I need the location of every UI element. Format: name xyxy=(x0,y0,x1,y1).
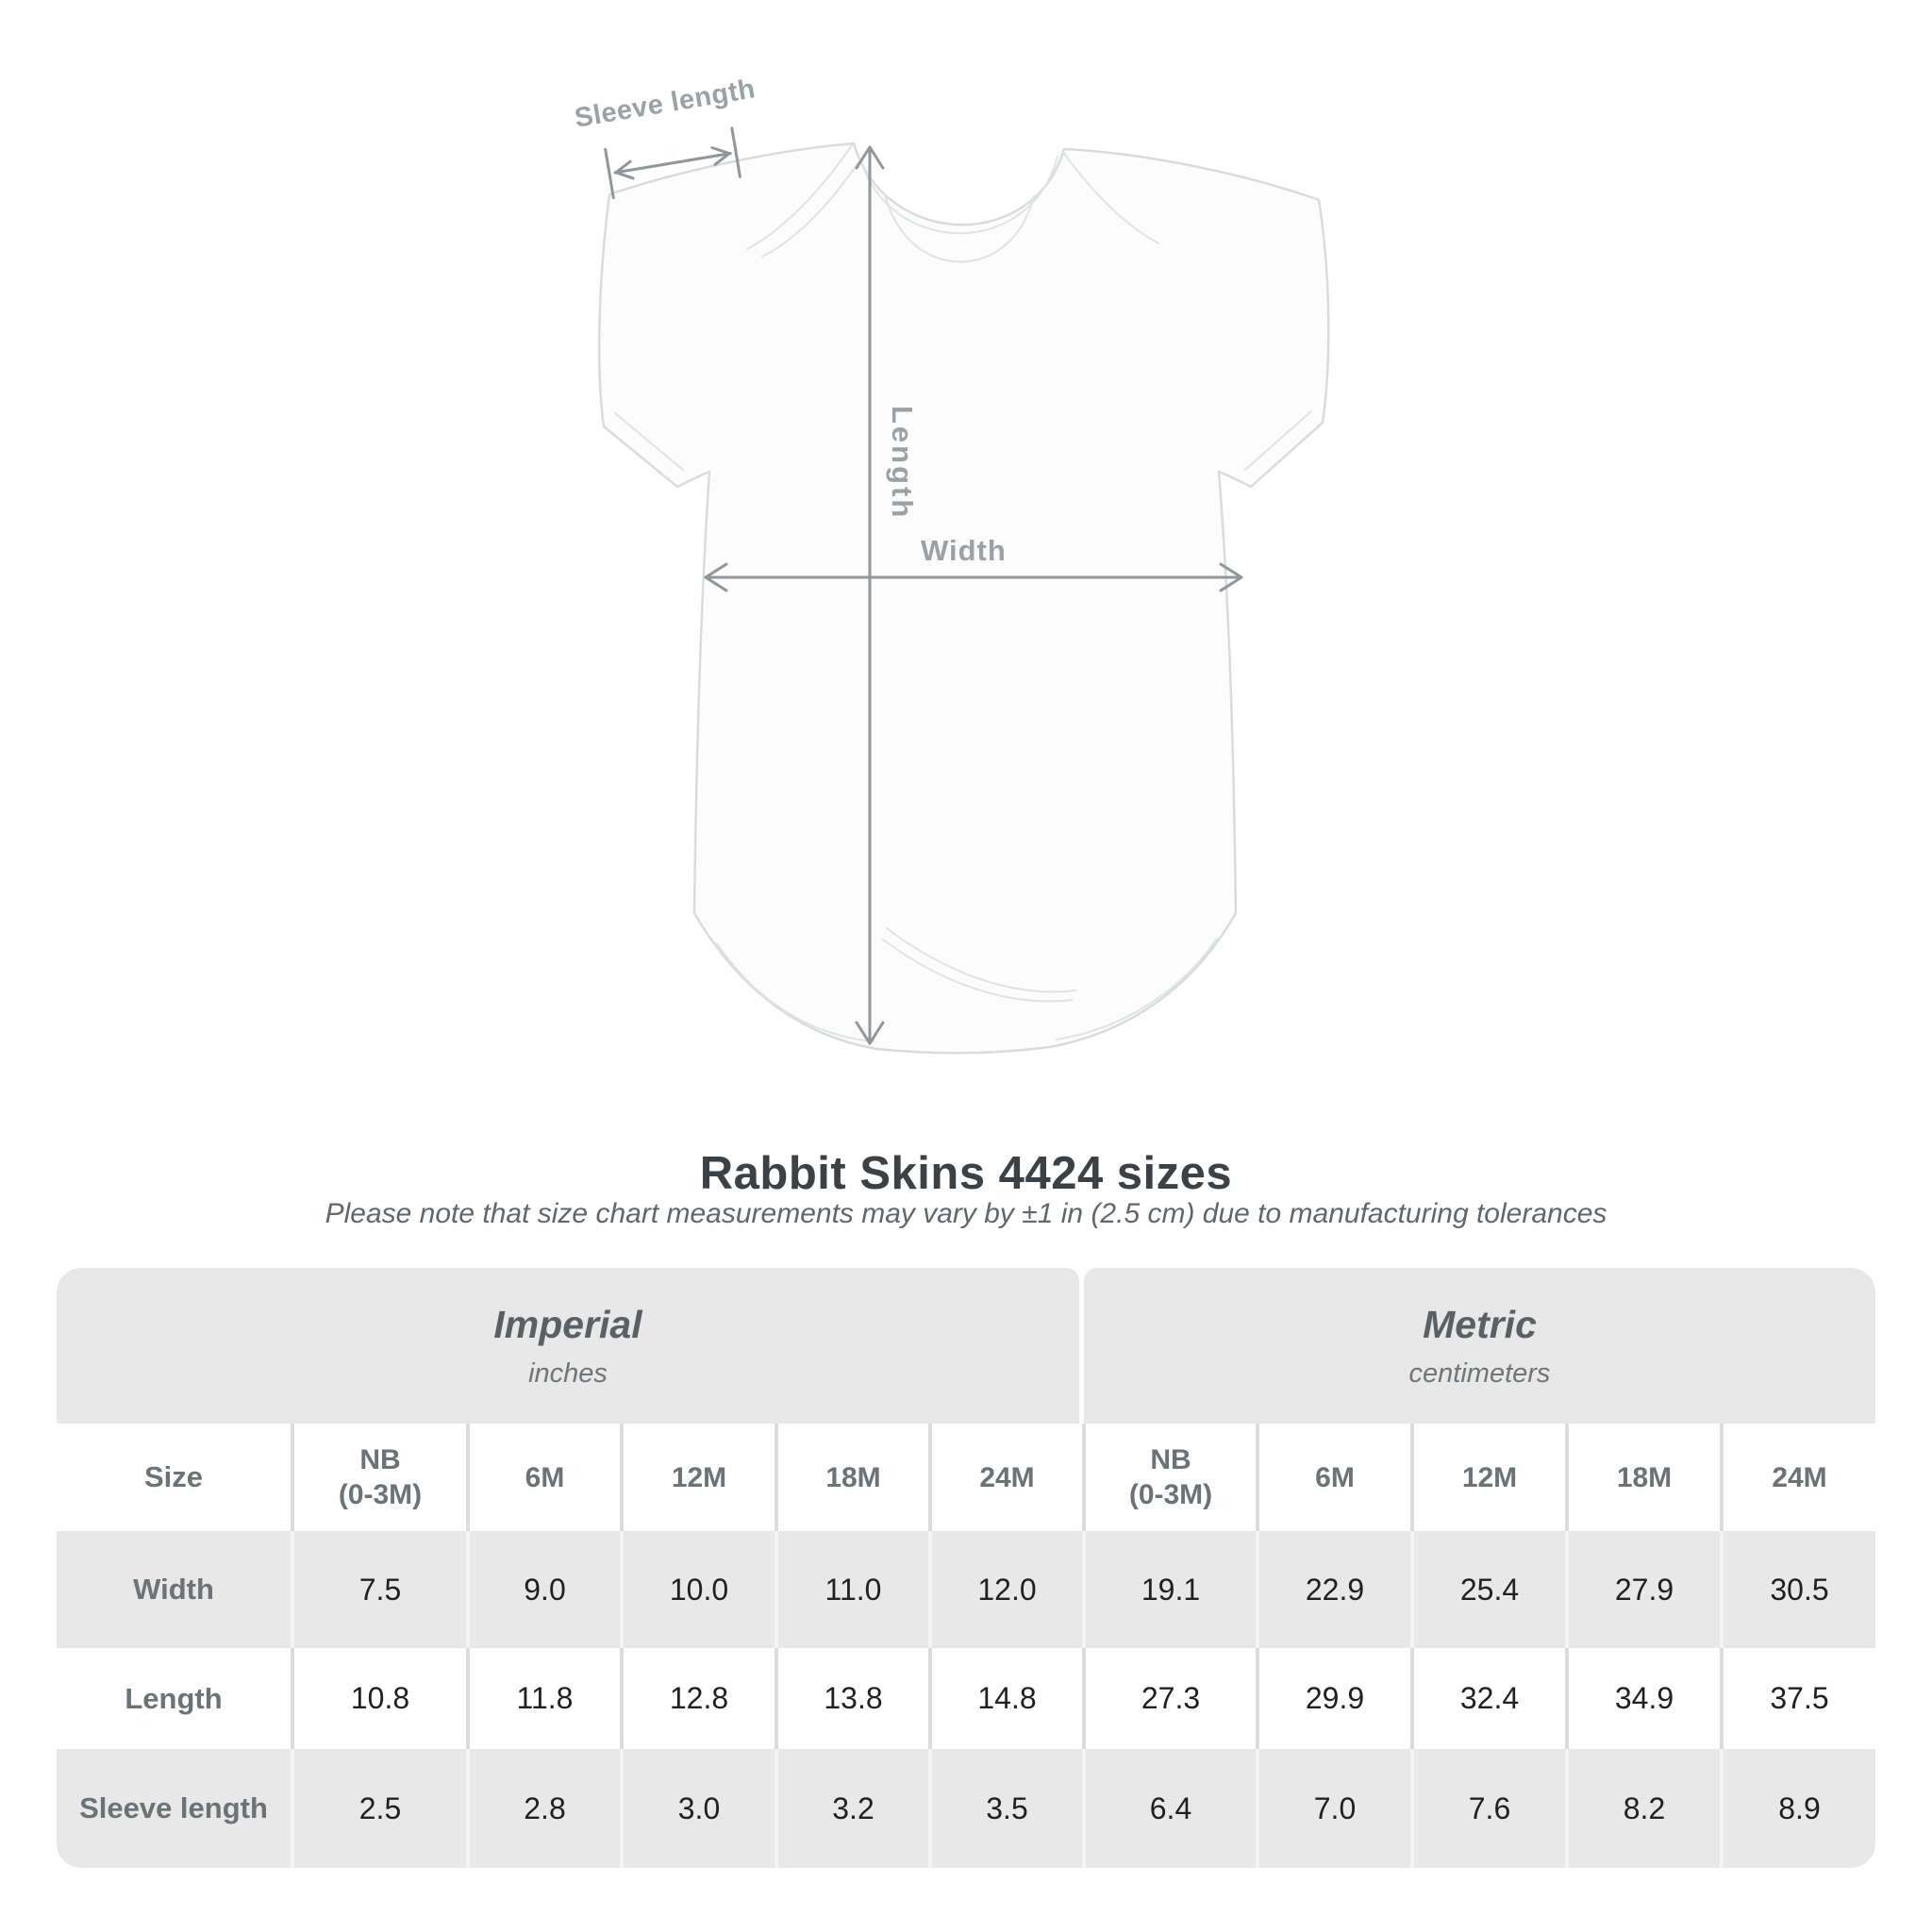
column-header-line1: 24M xyxy=(979,1461,1035,1493)
table-cell: 8.9 xyxy=(1720,1749,1875,1868)
table-cell: 14.8 xyxy=(928,1648,1082,1749)
left-sleeve-hem-seam xyxy=(614,412,684,471)
column-header-line2: (0-3M) xyxy=(1128,1479,1213,1510)
back-neckline-seam xyxy=(884,193,1035,263)
table-cell: 25.4 xyxy=(1410,1531,1565,1648)
imperial-title: Imperial xyxy=(493,1302,642,1346)
column-header: 6M xyxy=(1256,1424,1410,1531)
column-header: 12M xyxy=(1410,1424,1565,1531)
table-cell: 10.0 xyxy=(620,1531,774,1648)
table-cell: 34.9 xyxy=(1565,1648,1720,1749)
table-cell: 8.2 xyxy=(1565,1749,1720,1868)
right-sleeve-hem-seam xyxy=(1244,410,1312,471)
table-cell: 3.0 xyxy=(620,1749,774,1868)
size-table: Imperial inches Metric centimeters Size … xyxy=(57,1268,1875,1868)
column-header: 24M xyxy=(1720,1424,1875,1531)
row-label-sleeve-length: Sleeve length xyxy=(57,1749,291,1868)
row-label-length: Length xyxy=(125,1681,223,1715)
table-cell: 9.0 xyxy=(466,1531,620,1648)
column-header: NB (0-3M) xyxy=(1082,1424,1256,1531)
column-header-line1: 24M xyxy=(1772,1461,1827,1493)
column-header-line2: (0-3M) xyxy=(338,1479,423,1510)
table-cell: 11.0 xyxy=(774,1531,928,1648)
imperial-group-header: Imperial inches xyxy=(57,1268,1079,1424)
column-header-line1: 6M xyxy=(525,1461,565,1493)
table-cell: 22.9 xyxy=(1256,1531,1410,1648)
table-cell: 7.6 xyxy=(1410,1749,1565,1868)
right-leg-binding-seam xyxy=(1056,938,1218,1041)
length-arrow xyxy=(855,145,885,1045)
column-header-line1: 18M xyxy=(825,1461,881,1493)
width-label: Width xyxy=(921,534,1007,567)
snap-flap-seam xyxy=(886,927,1076,993)
imperial-unit: inches xyxy=(528,1357,608,1389)
table-cell: 27.9 xyxy=(1565,1531,1720,1648)
column-header-line1: 12M xyxy=(671,1461,727,1493)
table-cell: 30.5 xyxy=(1720,1531,1875,1648)
column-header: 18M xyxy=(1565,1424,1720,1531)
column-header: 24M xyxy=(928,1424,1082,1531)
column-header: 12M xyxy=(620,1424,774,1531)
table-cell: 13.8 xyxy=(774,1648,928,1749)
bodysuit-illustration xyxy=(597,126,1330,1055)
page-title: Rabbit Skins 4424 sizes xyxy=(699,1148,1233,1199)
table-cell: 2.5 xyxy=(291,1749,466,1868)
left-lap-shoulder-echo xyxy=(761,161,859,258)
column-header: 6M xyxy=(466,1424,620,1531)
table-cell: 32.4 xyxy=(1410,1648,1565,1749)
neckband-seam xyxy=(859,156,1058,235)
table-cell: 3.2 xyxy=(774,1749,928,1868)
column-header-line1: 6M xyxy=(1315,1461,1355,1493)
column-header-line1: NB xyxy=(359,1444,401,1475)
table-cell: 11.8 xyxy=(466,1648,620,1749)
row-label-width: Width xyxy=(57,1531,291,1648)
snap-flap-seam-echo xyxy=(882,939,1073,1003)
sleeve-length-arrow xyxy=(604,126,741,200)
column-header-line1: 18M xyxy=(1616,1461,1673,1493)
metric-group-header: Metric centimeters xyxy=(1084,1268,1875,1424)
table-cell: 7.0 xyxy=(1256,1749,1410,1868)
metric-title: Metric xyxy=(1423,1302,1537,1346)
table-cell: 12.0 xyxy=(928,1531,1082,1648)
table-cell: 3.5 xyxy=(928,1749,1082,1868)
table-cell: 19.1 xyxy=(1082,1531,1256,1648)
column-header-line1: 12M xyxy=(1461,1461,1518,1493)
table-cell: 6.4 xyxy=(1082,1749,1256,1868)
tolerance-note: Please note that size chart measurements… xyxy=(325,1198,1607,1229)
table-cell: 12.8 xyxy=(620,1648,774,1749)
table-cell: 27.3 xyxy=(1082,1648,1256,1749)
table-cell: 29.9 xyxy=(1256,1648,1410,1749)
left-leg-binding-seam xyxy=(716,942,874,1042)
right-lap-shoulder-seam xyxy=(1061,150,1159,244)
column-header: NB (0-3M) xyxy=(291,1424,466,1531)
metric-unit: centimeters xyxy=(1408,1357,1551,1389)
column-header-line1: NB xyxy=(1150,1444,1191,1475)
length-label: Length xyxy=(886,406,919,521)
table-cell: 10.8 xyxy=(291,1648,466,1749)
column-header: 18M xyxy=(774,1424,928,1531)
table-cell: 2.8 xyxy=(466,1749,620,1868)
width-arrow xyxy=(704,562,1243,592)
left-lap-shoulder-seam xyxy=(746,144,853,250)
corner-header-size: Size xyxy=(143,1460,204,1493)
table-cell: 37.5 xyxy=(1720,1648,1875,1749)
table-cell: 7.5 xyxy=(291,1531,466,1648)
bodysuit-outline xyxy=(597,142,1330,1055)
